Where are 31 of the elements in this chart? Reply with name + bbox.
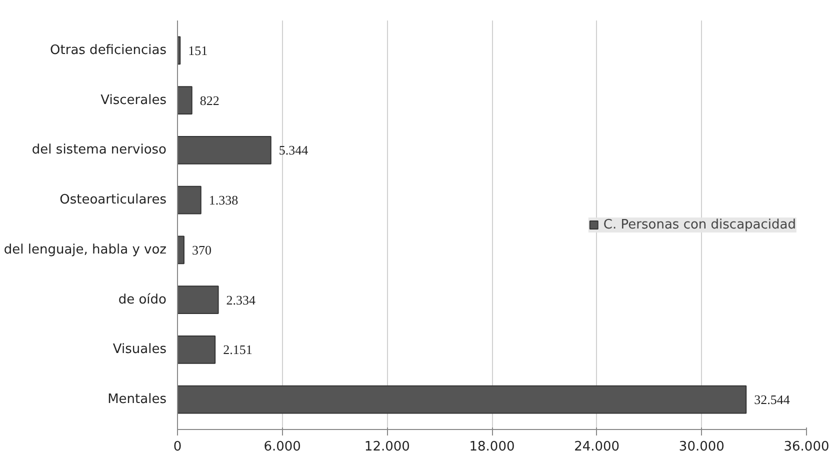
x-tick-label: 24.000 [574, 440, 620, 454]
data-label: 370 [192, 242, 212, 258]
data-label: 1.338 [208, 192, 238, 208]
x-tick-label: 6.000 [264, 440, 301, 454]
y-tick-label: Otras deficiencias [50, 42, 167, 58]
data-label: 32.544 [754, 392, 790, 408]
x-tick-label: 18.000 [469, 440, 515, 454]
x-tick-label: 36.000 [784, 440, 830, 454]
data-label: 151 [188, 42, 208, 58]
legend-label: C. Personas con discapacidad [603, 217, 796, 232]
data-label: 2.334 [226, 292, 256, 308]
bar [178, 236, 184, 264]
data-label: 2.151 [223, 342, 252, 358]
y-tick-label: Mentales [108, 392, 167, 408]
bar [178, 286, 219, 314]
bar [178, 86, 192, 115]
data-label: 5.344 [278, 142, 309, 158]
x-tick-label: 0 [173, 440, 182, 454]
bar [178, 335, 216, 364]
y-tick-label: del sistema nervioso [32, 142, 167, 158]
bar [178, 186, 202, 214]
x-tick-label: 12.000 [364, 440, 410, 454]
y-tick-label: del lenguaje, habla y voz [4, 242, 167, 258]
bar [178, 385, 747, 414]
y-tick-label: Viscerales [100, 92, 167, 108]
data-label: 822 [200, 92, 220, 108]
bar [178, 136, 272, 164]
y-tick-label: de oído [118, 292, 167, 308]
x-tick-label: 30.000 [678, 440, 724, 454]
y-tick-label: Visuales [112, 342, 167, 358]
y-tick-label: Osteoarticulares [60, 192, 167, 208]
